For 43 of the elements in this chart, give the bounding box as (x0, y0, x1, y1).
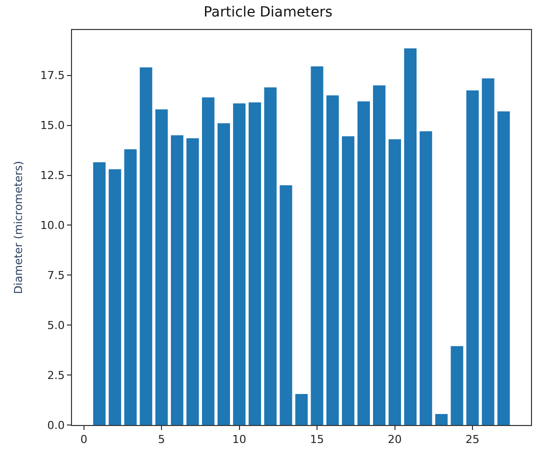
y-axis-title: Diameter (micrometers) (12, 160, 25, 294)
bar (404, 48, 417, 425)
bar (233, 103, 246, 425)
bar (124, 149, 137, 425)
x-tick-label: 5 (158, 433, 166, 446)
x-tick-label: 25 (466, 433, 480, 446)
x-tick-label: 20 (388, 433, 402, 446)
bar (248, 102, 262, 425)
bar (93, 162, 106, 425)
x-tick-label: 15 (310, 433, 324, 446)
bar (388, 139, 402, 425)
bar (108, 169, 122, 425)
bar (357, 101, 370, 425)
bar (342, 136, 354, 425)
bar (186, 138, 199, 425)
bar (140, 67, 152, 425)
bar (326, 95, 339, 425)
y-tick-label: 17.5 (40, 69, 65, 82)
bar (280, 185, 292, 425)
y-tick-label: 0.0 (47, 418, 65, 432)
bar (420, 131, 432, 425)
bar (295, 394, 308, 425)
bar (264, 87, 277, 425)
y-tick-label: 2.5 (47, 368, 65, 382)
y-tick-label: 15.0 (40, 119, 65, 132)
x-tick-label: 0 (80, 433, 88, 446)
bar (218, 123, 230, 425)
bar (435, 414, 448, 425)
chart-title: Particle Diameters (204, 4, 332, 21)
y-tick-label: 7.5 (47, 269, 65, 282)
y-tick-label: 12.5 (40, 169, 65, 182)
bar (482, 78, 494, 425)
bar (202, 97, 214, 425)
y-tick-label: 5.0 (47, 318, 65, 332)
bar (170, 135, 184, 425)
bar (466, 90, 479, 425)
bar (155, 109, 168, 425)
bar (497, 111, 510, 425)
x-tick-label: 10 (232, 433, 246, 446)
bar (450, 346, 464, 425)
y-tick-label: 10.0 (40, 219, 65, 232)
bar (310, 66, 324, 425)
bar (373, 85, 386, 425)
